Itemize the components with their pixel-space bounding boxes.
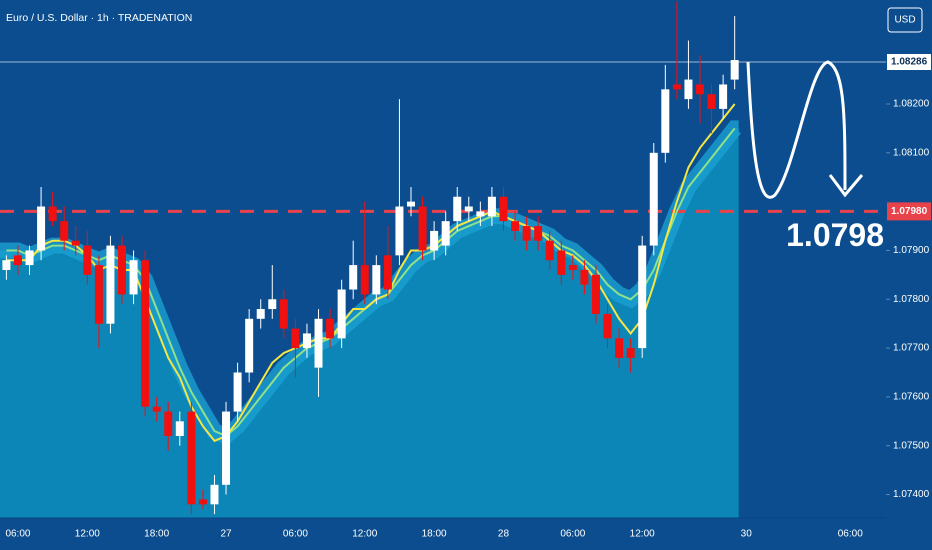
y-tick-label: 1.07500 <box>893 440 930 451</box>
y-tick-label: 1.07600 <box>893 392 930 403</box>
x-tick-label: 12:00 <box>630 529 655 540</box>
candle-body <box>25 250 34 266</box>
candle-body <box>441 221 450 246</box>
candle-body <box>487 196 496 217</box>
currency-box[interactable] <box>887 7 923 33</box>
x-tick-label: 27 <box>220 529 232 540</box>
chart-title: Euro / U.S. Dollar · 1h · TRADENATION <box>6 12 192 24</box>
candle-body <box>603 313 612 339</box>
candle-body <box>707 94 716 109</box>
candle-body <box>626 348 635 358</box>
candle-body <box>557 250 566 275</box>
candle-body <box>719 84 728 109</box>
candle-body <box>684 79 693 100</box>
y-tick-label: 1.08100 <box>893 147 930 158</box>
candle-body <box>522 226 531 241</box>
y-tick-label: 1.07900 <box>893 245 930 256</box>
candle-body <box>696 84 704 95</box>
candle-body <box>106 245 115 324</box>
candle-body <box>464 206 473 212</box>
candle-body <box>13 255 22 266</box>
candle-body <box>661 89 670 153</box>
candle-body <box>245 318 254 373</box>
candle-body <box>649 152 658 246</box>
last-price-tag <box>887 54 931 71</box>
candle-body <box>37 206 46 251</box>
candle-body <box>233 372 242 412</box>
x-tick-label: 06:00 <box>5 529 30 540</box>
candle-body <box>430 230 439 251</box>
candle-body <box>360 265 369 295</box>
candle-body <box>580 269 589 285</box>
candle-body <box>638 245 647 349</box>
ma-area <box>0 128 739 519</box>
candle-body <box>118 245 126 295</box>
candle-body <box>129 260 138 295</box>
candle-body <box>395 206 404 256</box>
candle-body <box>349 265 358 290</box>
y-tick-label: 1.07400 <box>893 489 930 500</box>
y-tick-label: 1.08200 <box>893 99 930 110</box>
ma-fast-line <box>6 103 736 443</box>
candle-body <box>187 411 196 505</box>
candle-body <box>568 265 577 270</box>
candle-body <box>534 226 543 241</box>
y-tick-label: 1.07700 <box>893 343 930 354</box>
candle-body <box>418 206 427 251</box>
candle-body <box>2 260 11 270</box>
candle-body <box>279 299 288 329</box>
candle-body <box>372 265 381 295</box>
x-tick-label: 18:00 <box>144 529 169 540</box>
candle-body <box>591 274 600 314</box>
candle-body <box>407 201 415 207</box>
level-tag <box>887 202 931 221</box>
candle-body <box>730 60 739 80</box>
candle-body <box>453 196 462 222</box>
candle-body <box>48 206 57 222</box>
x-tick-label: 12:00 <box>352 529 377 540</box>
candle-body <box>268 299 277 310</box>
plot-area <box>0 1 886 519</box>
x-tick-label: 06:00 <box>838 529 863 540</box>
candle-body <box>672 84 681 90</box>
candle-body <box>302 333 311 349</box>
candle-body <box>499 196 508 222</box>
candle-body <box>545 240 554 261</box>
candle-body <box>83 245 92 275</box>
candle-body <box>210 484 219 505</box>
x-tick-label: 28 <box>498 529 510 540</box>
x-tick-label: 06:00 <box>560 529 585 540</box>
y-tick-label: 1.07800 <box>893 294 930 305</box>
candle-body <box>60 221 69 241</box>
candle-body <box>198 499 207 505</box>
candle-body <box>222 411 231 485</box>
candle-body <box>314 318 323 368</box>
candle-body <box>511 221 520 231</box>
candle-body <box>175 421 184 436</box>
candle-body <box>71 240 80 246</box>
candle-body <box>94 265 103 324</box>
last-price-label: 1.08286 <box>891 57 928 68</box>
candle-body <box>152 406 161 412</box>
x-tick-label: 06:00 <box>283 529 308 540</box>
candle-body <box>383 255 392 290</box>
x-tick-label: 12:00 <box>75 529 100 540</box>
x-tick-label: 30 <box>741 529 753 540</box>
level-label: 1.07980 <box>891 206 928 217</box>
currency-label: USD <box>894 15 915 26</box>
candle-body <box>164 411 173 436</box>
x-tick-label: 18:00 <box>422 529 447 540</box>
candle-body <box>291 328 300 349</box>
candle-body <box>476 211 485 217</box>
candle-body <box>256 309 265 319</box>
candle-body <box>326 318 335 339</box>
annotation: 1.0798 <box>786 217 884 253</box>
candle-body <box>141 260 150 407</box>
candle-body <box>615 338 624 358</box>
drawn-arrow <box>746 60 847 199</box>
arrow-head <box>828 174 864 198</box>
candle-body <box>337 289 346 339</box>
